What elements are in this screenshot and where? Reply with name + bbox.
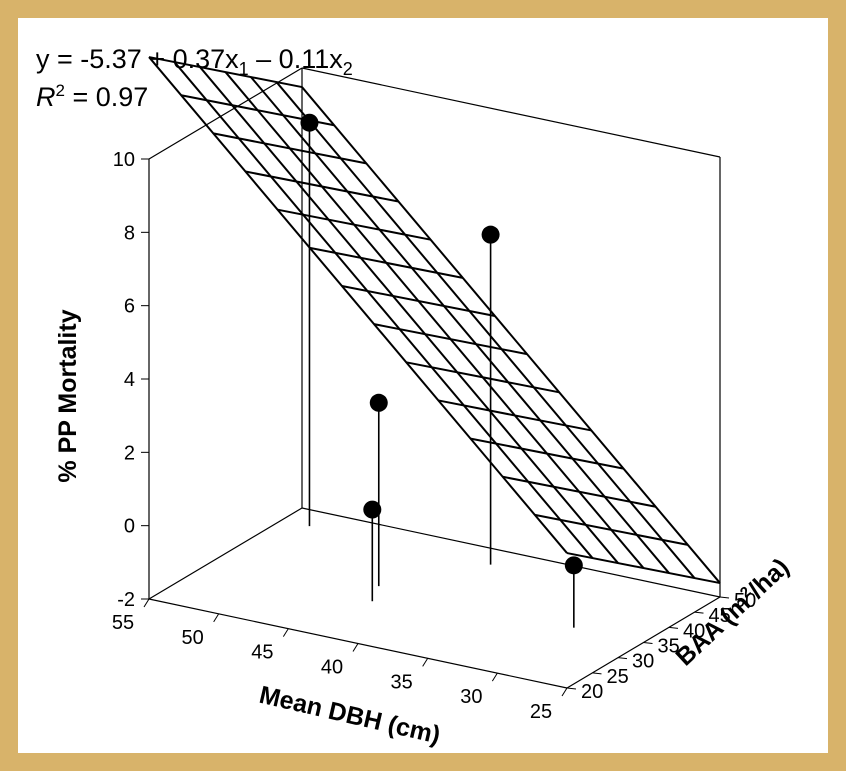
y-tick-mark <box>592 672 602 675</box>
plane-grid-line-baa <box>275 81 696 579</box>
data-point <box>481 225 500 244</box>
x-tick-label: 55 <box>112 612 134 634</box>
z-tick-label: 6 <box>124 296 135 318</box>
x-tick-label: 45 <box>251 642 273 664</box>
x-tick-mark <box>422 658 429 667</box>
z-tick-label: 2 <box>124 442 135 464</box>
y-tick-label: 40 <box>683 620 705 642</box>
x-tick-label: 40 <box>321 657 343 679</box>
y-tick-label: 25 <box>607 666 629 688</box>
back-top-edge <box>301 67 721 158</box>
y-tick-label: 35 <box>658 636 680 658</box>
x-tick-mark <box>491 672 498 682</box>
y-tick-label: 45 <box>709 605 731 627</box>
z-tick-label: 8 <box>124 222 135 244</box>
data-point <box>363 500 382 519</box>
y-tick-mark <box>719 596 730 599</box>
x-tick-mark <box>143 598 150 608</box>
x-tick-label: 50 <box>182 627 204 649</box>
data-points <box>300 113 583 628</box>
y-tick-mark <box>668 626 679 629</box>
axis-box <box>148 67 721 689</box>
plane-grid-line-baa <box>301 86 721 584</box>
r-squared: R2 = 0.97 <box>36 81 148 112</box>
y-tick-mark <box>617 657 628 660</box>
regression-plane <box>148 56 721 585</box>
data-point <box>564 556 583 575</box>
y-tick-mark <box>643 642 653 644</box>
plane-grid-line-baa <box>199 66 619 564</box>
plane-grid-line-baa <box>224 71 645 569</box>
x-tick-mark <box>282 628 289 637</box>
data-point <box>300 113 319 132</box>
plane-grid-line-baa <box>173 61 594 559</box>
y-tick-label: 20 <box>581 681 603 703</box>
back-floor-edge <box>301 507 721 598</box>
y-tick-mark <box>694 611 704 614</box>
z-tick-label: 0 <box>124 516 135 538</box>
x-axis-title: Mean DBH (cm) <box>257 681 443 750</box>
plane-grid-line-baa <box>250 76 670 574</box>
regression-equation: y = -5.37 + 0.37x1 – 0.11x2 <box>36 44 353 79</box>
chart-panel: 10 8 6 4 2 0 -2 55 50 45 40 35 30 25 50 45 40 35 30 25 20 y … <box>18 18 828 753</box>
x-tick-mark <box>213 613 220 623</box>
x-tick-label: 25 <box>530 701 552 723</box>
data-point <box>369 393 388 412</box>
x-tick-label: 35 <box>391 671 413 693</box>
x-tick-mark <box>352 643 359 652</box>
y-tick-label: 30 <box>632 651 654 673</box>
y-tick-label: 50 <box>734 590 756 612</box>
x-tick-mark <box>561 687 568 697</box>
y-tick-mark <box>566 687 577 690</box>
z-tick-label: 10 <box>113 149 135 171</box>
x-tick-label: 30 <box>460 686 482 708</box>
z-tick-label: -2 <box>117 589 135 611</box>
z-tick-label: 4 <box>124 369 135 391</box>
plane-grid-line-baa <box>148 56 568 554</box>
z-axis-title: % PP Mortality <box>54 309 82 482</box>
floor-left-edge <box>148 507 303 600</box>
